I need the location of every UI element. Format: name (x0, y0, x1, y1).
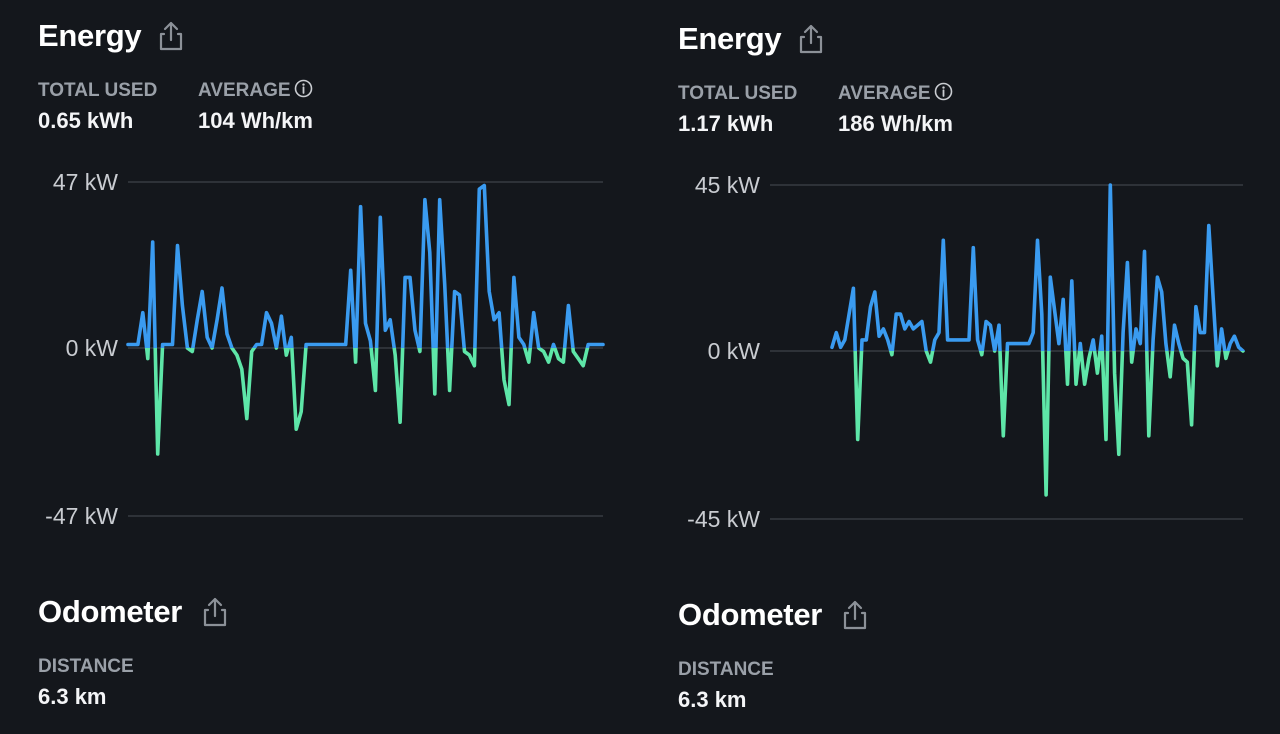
energy-panel-right: Energy TOTAL USED 1.17 kWh AVERAGE 186 W… (640, 0, 1280, 734)
total-used-value: 0.65 kWh (38, 108, 134, 133)
energy-chart: 47 kW 0 kW -47 kW (45, 169, 605, 529)
odometer-title: Odometer (38, 594, 183, 629)
y-tick-label-bottom: -47 kW (45, 503, 118, 529)
distance-label: DISTANCE (678, 659, 774, 680)
total-used-label: TOTAL USED (678, 83, 798, 104)
share-icon[interactable] (158, 20, 184, 52)
y-tick-label-zero: 0 kW (708, 338, 761, 364)
distance-label: DISTANCE (38, 656, 134, 677)
y-tick-label-zero: 0 kW (66, 335, 119, 361)
energy-title: Energy (38, 18, 142, 53)
distance-value: 6.3 km (38, 684, 107, 709)
energy-title: Energy (678, 21, 782, 56)
total-used-value: 1.17 kWh (678, 111, 774, 136)
share-icon[interactable] (202, 596, 228, 628)
info-icon[interactable] (934, 82, 953, 101)
y-tick-label-top: 45 kW (695, 172, 760, 198)
power-line-consumption (126, 183, 605, 348)
distance-value: 6.3 km (678, 687, 747, 712)
power-line-consumption (830, 183, 1245, 351)
share-icon[interactable] (842, 599, 868, 631)
odometer-title: Odometer (678, 597, 823, 632)
info-icon[interactable] (294, 79, 313, 98)
share-icon[interactable] (798, 23, 824, 55)
total-used-label: TOTAL USED (38, 80, 158, 101)
y-tick-label-bottom: -45 kW (687, 506, 760, 532)
energy-chart: 45 kW 0 kW -45 kW (687, 172, 1245, 532)
y-tick-label-top: 47 kW (53, 169, 118, 195)
average-value: 186 Wh/km (838, 111, 953, 136)
average-label: AVERAGE (838, 83, 931, 104)
average-label: AVERAGE (198, 80, 291, 101)
energy-panel-left: Energy TOTAL USED 0.65 kWh AVERAGE 104 W… (38, 18, 605, 709)
average-value: 104 Wh/km (198, 108, 313, 133)
